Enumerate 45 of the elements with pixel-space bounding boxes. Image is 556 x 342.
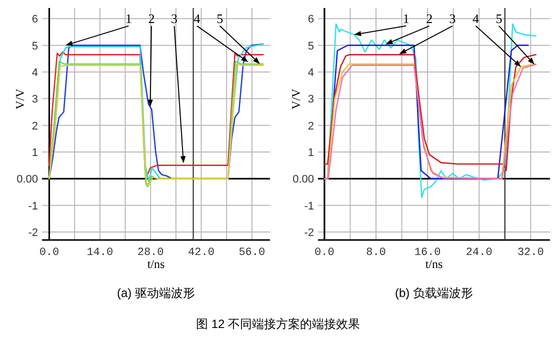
annotation: 5 — [216, 10, 224, 26]
text: (a) 驱动端波形 — [117, 286, 195, 300]
x-axis-title: t/ns — [425, 257, 443, 271]
annotation: 3 — [449, 10, 456, 26]
y-tick-label: 1 — [308, 147, 314, 159]
x-tick-label: 16.0 — [414, 247, 441, 259]
y-tick-label: 2 — [32, 120, 38, 132]
x-tick-label: 14.0 — [86, 247, 114, 259]
y-tick-label: 0.00 — [16, 174, 38, 186]
annotation: 2 — [426, 10, 433, 26]
y-tick-label: 4 — [308, 67, 314, 79]
x-tick-label: 24.0 — [466, 247, 492, 259]
annotation: 1 — [402, 10, 410, 26]
annotation: 3 — [170, 10, 178, 26]
x-tick-label: 8.0 — [366, 247, 386, 259]
caption: 图 12 不同端接方案的端接效果 — [196, 317, 360, 331]
y-tick-label: 3 — [308, 94, 314, 106]
y-tick-label: 5 — [308, 40, 314, 52]
y-tick-label: -2 — [28, 227, 38, 239]
y-tick-label: 2 — [308, 120, 314, 132]
x-tick-label: 32.0 — [517, 247, 544, 259]
y-tick-label: 6 — [308, 14, 314, 26]
x-axis-title: t/ns — [147, 257, 165, 271]
x-tick-label: 0.0 — [314, 247, 334, 259]
annotation: 1 — [125, 10, 132, 26]
y-tick-label: -1 — [28, 200, 38, 212]
annotation: 2 — [148, 10, 155, 26]
x-tick-label: 42.0 — [188, 247, 214, 259]
y-tick-label: 0.00 — [292, 174, 314, 186]
x-tick-label: 0.0 — [39, 247, 60, 259]
y-axis-title: V/V — [289, 88, 303, 110]
annotation: 5 — [496, 10, 502, 26]
text: (b) 负载端波形 — [395, 286, 473, 300]
y-tick-label: 1 — [32, 147, 38, 159]
y-tick-label: -1 — [304, 200, 314, 212]
x-tick-label: 28.0 — [137, 247, 164, 259]
x-tick-label: 56.0 — [238, 247, 266, 259]
annotation: 4 — [194, 10, 201, 26]
y-tick-label: 6 — [32, 14, 38, 26]
y-tick-label: 3 — [32, 94, 38, 106]
y-tick-label: 5 — [32, 40, 38, 52]
annotation: 4 — [472, 10, 480, 26]
y-axis-title: V/V — [13, 88, 27, 110]
y-tick-label: -2 — [304, 227, 314, 239]
y-tick-label: 4 — [32, 67, 38, 79]
